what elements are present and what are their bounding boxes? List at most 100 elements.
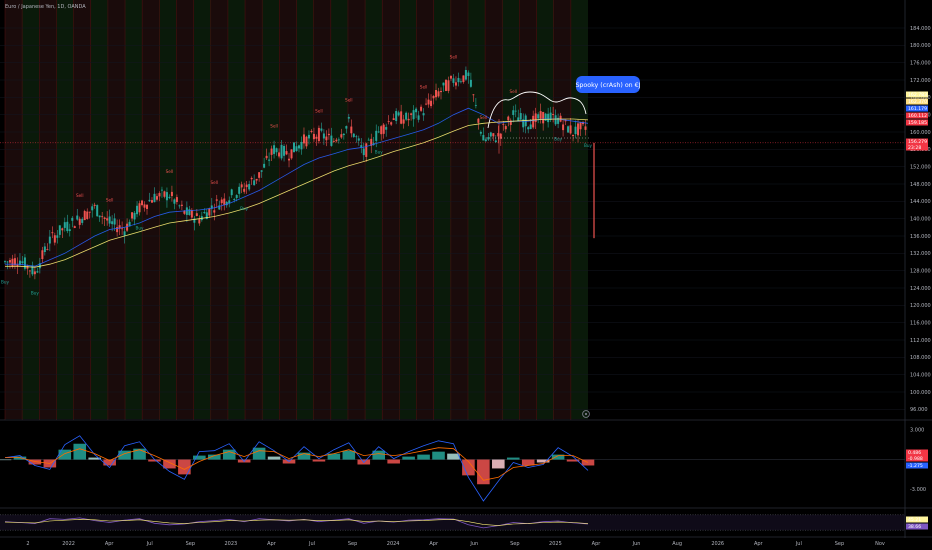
- time-axis-tick: 2022: [62, 541, 75, 547]
- candle-body: [16, 264, 19, 267]
- macd-histogram-bar: [88, 457, 101, 460]
- candle-body: [240, 184, 243, 188]
- candle-body: [78, 218, 81, 225]
- candle-body: [61, 228, 64, 231]
- candle-body: [263, 163, 266, 168]
- candle-body: [320, 128, 323, 131]
- macd-badge: [906, 462, 928, 469]
- candle-body: [410, 113, 413, 115]
- candle-body: [567, 126, 570, 133]
- candle-body: [178, 205, 181, 207]
- candle-body: [273, 145, 276, 154]
- macd-histogram-bar: [103, 459, 116, 466]
- candle-body: [467, 72, 470, 77]
- session-band: [39, 0, 57, 419]
- price-axis-tick: 132.000: [910, 251, 931, 257]
- candle-body: [23, 257, 26, 269]
- settings-gear-icon[interactable]: [582, 410, 590, 418]
- price-badge-text: 23:28: [908, 145, 921, 151]
- candle-body: [193, 218, 196, 223]
- candle-body: [288, 158, 291, 161]
- price-axis-tick: 136.000: [910, 234, 931, 240]
- candle-body: [146, 204, 149, 209]
- candle-body: [118, 225, 121, 229]
- candle-body: [407, 118, 410, 121]
- candle-body: [360, 145, 363, 148]
- candle-body: [93, 204, 96, 206]
- candle-body: [537, 114, 540, 119]
- candle-body: [128, 221, 131, 227]
- candle-body: [113, 218, 116, 225]
- candle-body: [158, 193, 161, 197]
- macd-signal-line: [5, 447, 589, 481]
- price-axis-tick: 116.000: [910, 320, 931, 326]
- time-axis-tick: 2025: [549, 541, 562, 547]
- candle-body: [519, 113, 522, 120]
- candle-body: [539, 111, 542, 119]
- candle-body: [462, 75, 465, 83]
- candle-body: [527, 127, 530, 130]
- macd-histogram-bar: [118, 450, 131, 460]
- candle-body: [347, 117, 350, 119]
- time-axis-tick: Jul: [795, 541, 802, 547]
- candle-body: [492, 133, 495, 137]
- price-badge: [906, 144, 928, 151]
- sell-label: Sell: [211, 180, 219, 185]
- candle-body: [494, 140, 497, 143]
- time-axis-tick: 2024: [387, 541, 400, 547]
- candle-body: [549, 112, 552, 120]
- macd-histogram-bar: [372, 450, 386, 460]
- price-axis-tick: 124.000: [910, 286, 931, 292]
- candle-body: [101, 216, 104, 218]
- sell-label: Sell: [480, 115, 488, 120]
- price-axis-tick: 100.000: [910, 390, 931, 396]
- annotation-text: Spooky (crAsh) on €J: [575, 82, 640, 89]
- session-band: [502, 0, 520, 419]
- candle-body: [382, 124, 385, 134]
- moving-averages: [5, 107, 589, 268]
- macd-histogram-bar: [432, 451, 445, 460]
- buy-label: Buy: [136, 226, 145, 231]
- time-axis-tick: 2: [26, 541, 29, 547]
- candle-body: [390, 122, 393, 125]
- sell-label: Sell: [509, 89, 517, 94]
- time-axis-tick: Apr: [754, 541, 764, 547]
- candle-body: [562, 124, 565, 131]
- price-badge-text: 160.112: [908, 113, 927, 119]
- price-axis-tick: 96.000: [910, 407, 928, 413]
- candle-body: [73, 226, 76, 228]
- sell-label: Sell: [420, 85, 428, 90]
- candle-body: [51, 232, 54, 234]
- price-axis-tick: 140.000: [910, 216, 931, 222]
- price-axis-tick: 108.000: [910, 355, 931, 361]
- candle-body: [447, 80, 450, 91]
- time-axis-tick: Sep: [510, 541, 519, 547]
- candle-body: [507, 116, 510, 121]
- price-axis-tick: 128.000: [910, 268, 931, 274]
- candle-body: [380, 126, 383, 135]
- session-band: [399, 0, 417, 419]
- candle-body: [91, 206, 94, 211]
- candle-body: [141, 200, 144, 206]
- price-axis-tick: 184.000: [910, 26, 931, 32]
- time-axis-tick: Sep: [835, 541, 844, 547]
- annotation-callout[interactable]: Spooky (crAsh) on €J: [575, 76, 641, 93]
- candle-body: [268, 159, 271, 161]
- time-axis-tick: Sep: [186, 541, 195, 547]
- candle-body: [547, 113, 550, 123]
- price-badge-text: 161.179: [908, 106, 927, 112]
- candle-body: [6, 261, 9, 263]
- price-badge: [906, 119, 928, 126]
- candle-body: [86, 211, 89, 219]
- candle-body: [173, 199, 176, 204]
- candle-body: [215, 199, 218, 201]
- candle-body: [26, 265, 29, 269]
- macd-badge-text: -1.275: [908, 463, 923, 469]
- candle-body: [255, 178, 258, 181]
- macd-histogram-bar: [342, 450, 356, 460]
- candle-body: [58, 225, 61, 235]
- candle-body: [223, 198, 226, 205]
- candle-body: [554, 115, 557, 125]
- macd-histogram-bar: [133, 448, 146, 460]
